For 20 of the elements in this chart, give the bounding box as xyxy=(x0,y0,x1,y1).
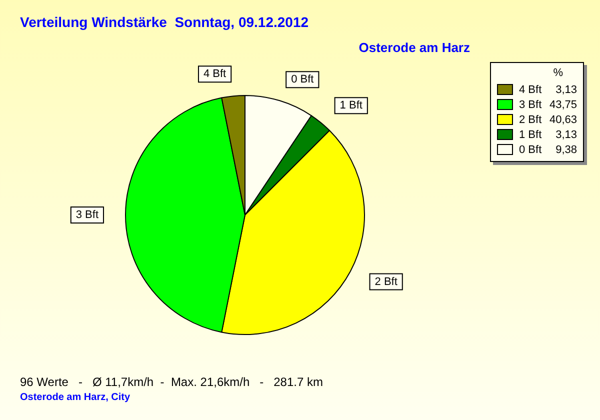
data-label: 43,75 xyxy=(549,98,577,110)
chart-title: Verteilung Windstärke Sonntag, 09.12.2012 xyxy=(20,14,309,30)
legend-label: 4 Bft xyxy=(519,84,543,96)
legend-title: % xyxy=(552,67,564,79)
legend-label: 0 Bft xyxy=(519,144,543,156)
slice-label: 4 Bft xyxy=(203,68,226,80)
chart-subtitle: Osterode am Harz xyxy=(358,40,470,55)
text: Osterode am Harz, City xyxy=(20,392,130,403)
slice-label: 0 Bft xyxy=(291,74,314,86)
slice-label: 3 Bft xyxy=(76,209,98,222)
data-label: 3,13 xyxy=(556,128,577,140)
data-label: 40,63 xyxy=(549,114,577,126)
slice-label: 1 Bft xyxy=(340,100,362,112)
text: 96 Werte - Ø 11,7km/h - Max. 21,6km/h - 281.7 km xyxy=(20,375,323,389)
data-label: 9,38 xyxy=(556,144,577,156)
data-label: 3,13 xyxy=(556,84,577,96)
legend-label: 1 Bft xyxy=(519,128,543,140)
legend-label: 3 Bft xyxy=(519,98,543,110)
legend-label: 2 Bft xyxy=(519,114,543,126)
slice-label: 2 Bft xyxy=(374,276,398,288)
